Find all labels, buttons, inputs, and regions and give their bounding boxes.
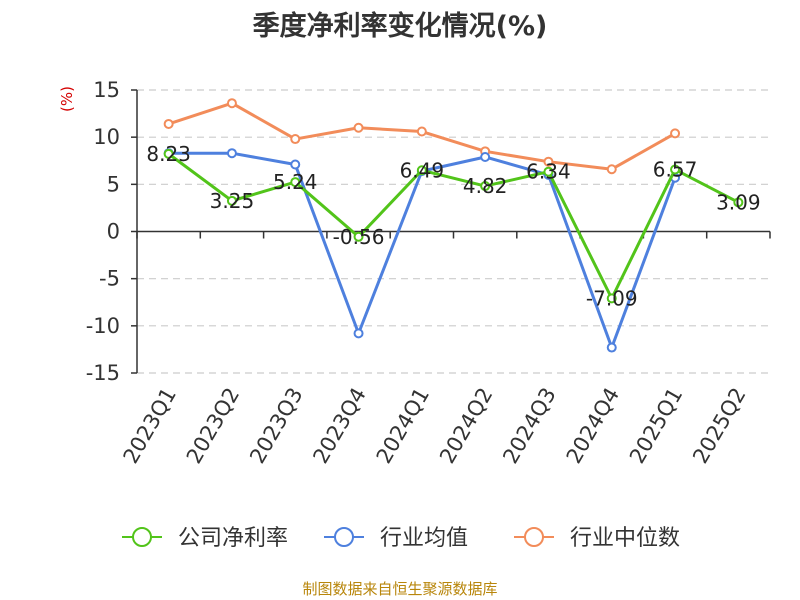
data-point (733, 197, 744, 208)
x-tick-label: 2023Q4 (308, 384, 370, 468)
data-label: 4.82 (463, 174, 508, 198)
data-point (543, 156, 554, 167)
legend-marker (132, 527, 152, 547)
data-point (290, 177, 301, 188)
data-point (480, 151, 491, 162)
x-tick-label: 2024Q2 (435, 384, 497, 468)
legend-label: 公司净利率 (178, 526, 288, 551)
data-label: 5.24 (273, 170, 318, 194)
data-point (163, 118, 174, 129)
data-point (480, 181, 491, 192)
x-tick-label: 2024Q4 (562, 384, 624, 468)
data-point (353, 122, 364, 133)
x-tick-label: 2025Q2 (688, 384, 750, 468)
data-point (226, 98, 237, 109)
y-tick-label: 0 (107, 220, 120, 244)
data-point (416, 126, 427, 137)
data-label: 6.49 (400, 158, 445, 182)
data-point (543, 166, 554, 177)
data-label: -0.56 (333, 225, 385, 249)
data-point (606, 342, 617, 353)
series-line (167, 152, 740, 300)
data-label: 6.34 (526, 160, 571, 184)
legend-marker (524, 527, 544, 547)
data-label: 8.23 (146, 142, 191, 166)
data-point (606, 293, 617, 304)
y-tick-label: 10 (93, 125, 120, 149)
data-point (163, 148, 174, 159)
legend-label: 行业均值 (380, 526, 468, 551)
data-point (226, 195, 237, 206)
x-tick-label: 2023Q2 (182, 384, 244, 468)
data-point (226, 148, 237, 159)
legend-label: 行业中位数 (570, 526, 680, 551)
data-point (670, 128, 681, 139)
data-point (416, 165, 427, 176)
data-point (290, 134, 301, 145)
data-point (353, 328, 364, 339)
x-tick-label: 2024Q3 (498, 384, 560, 468)
chart-title: 季度净利率变化情况(%) (252, 11, 548, 42)
y-tick-label: 15 (93, 78, 120, 102)
x-tick-label: 2024Q1 (372, 383, 434, 467)
x-tick-label: 2025Q1 (625, 384, 687, 468)
source-note: 制图数据来自恒生聚源数据库 (302, 580, 498, 598)
data-point (670, 164, 681, 175)
y-tick-label: -5 (99, 267, 120, 291)
data-point (290, 159, 301, 170)
x-tick-label: 2023Q3 (245, 384, 307, 468)
data-label: -7.09 (586, 286, 638, 310)
y-tick-label: -15 (86, 361, 120, 385)
data-label: 6.57 (653, 158, 698, 182)
series-line (168, 151, 677, 350)
data-label: 3.09 (716, 190, 761, 214)
data-label: 3.25 (210, 189, 255, 213)
y-tick-label: 5 (107, 172, 120, 196)
data-point (606, 164, 617, 175)
data-point (353, 231, 364, 242)
y-tick-label: -10 (86, 314, 120, 338)
x-tick-label: 2023Q1 (119, 384, 181, 468)
legend-marker (334, 527, 354, 547)
